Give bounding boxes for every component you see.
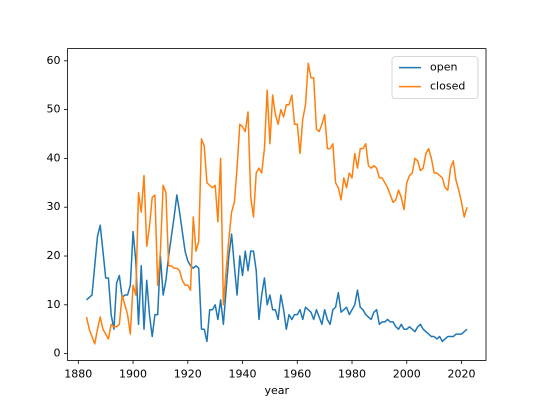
y-tick-label: 0 [54, 347, 61, 360]
x-tick-label: 1980 [338, 367, 366, 380]
x-axis-label: year [264, 384, 289, 397]
y-tick-label: 60 [47, 54, 61, 67]
y-tick-label: 10 [47, 298, 61, 311]
x-tick-label: 1960 [283, 367, 311, 380]
y-tick-label: 40 [47, 151, 61, 164]
x-tick-label: 1920 [174, 367, 202, 380]
legend-label: open [430, 61, 457, 74]
y-tick-label: 20 [47, 249, 61, 262]
legend-label: closed [430, 80, 465, 93]
x-tick-label: 1880 [64, 367, 92, 380]
y-tick-label: 30 [47, 200, 61, 213]
axes-frame [67, 48, 487, 361]
x-tick-label: 1900 [119, 367, 147, 380]
series-line [85, 62, 468, 345]
series-line [86, 194, 468, 343]
y-tick-label: 50 [47, 103, 61, 116]
x-tick-label: 2020 [448, 367, 476, 380]
x-tick-label: 1940 [229, 367, 257, 380]
x-tick-label: 2000 [393, 367, 421, 380]
